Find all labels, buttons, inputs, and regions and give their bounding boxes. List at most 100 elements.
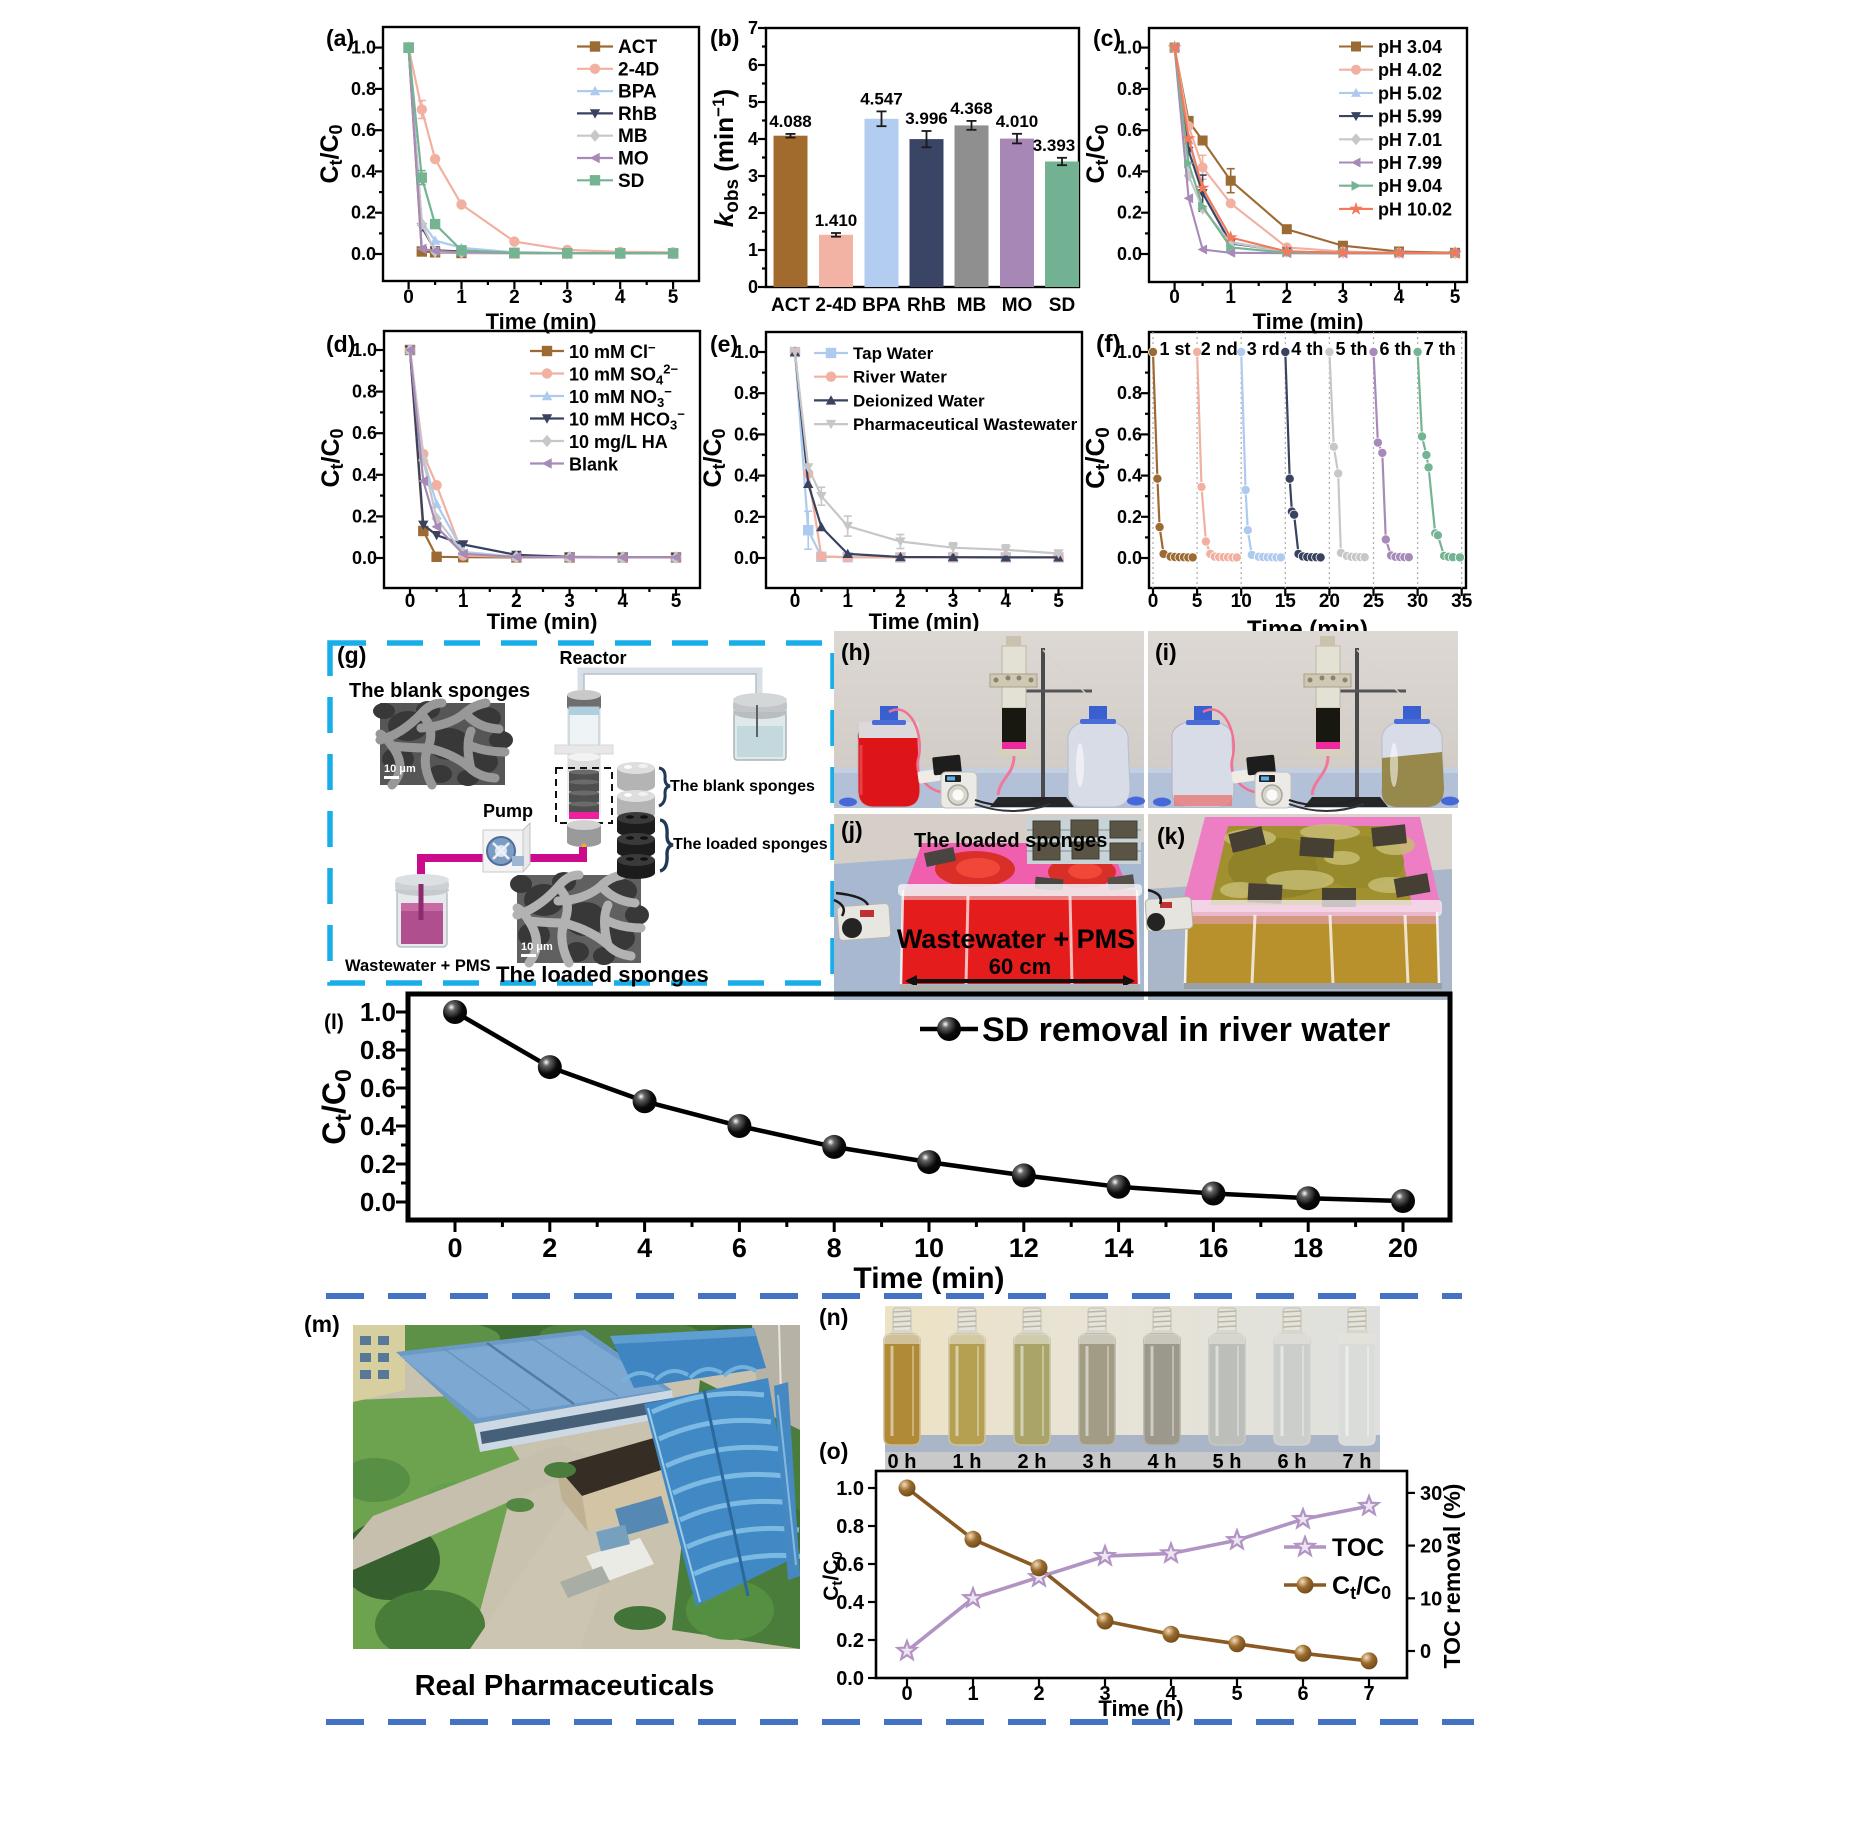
svg-text:0.2: 0.2 xyxy=(360,1149,396,1179)
svg-text:7: 7 xyxy=(1363,1683,1374,1705)
svg-text:RhB: RhB xyxy=(618,104,657,125)
svg-text:18: 18 xyxy=(1293,1233,1323,1263)
svg-text:(j): (j) xyxy=(841,817,863,843)
svg-text:Ct/C0: Ct/C0 xyxy=(317,428,347,487)
svg-text:River Water: River Water xyxy=(853,368,947,387)
svg-text:1: 1 xyxy=(842,591,853,612)
svg-text:(a): (a) xyxy=(326,25,354,51)
svg-text:7 h: 7 h xyxy=(1343,1451,1372,1473)
svg-text:SD: SD xyxy=(1049,295,1075,316)
svg-text:Tap Water: Tap Water xyxy=(853,344,934,363)
svg-text:2-4D: 2-4D xyxy=(618,59,659,80)
svg-text:10 mM HCO3−: 10 mM HCO3− xyxy=(569,407,685,433)
svg-text:0.4: 0.4 xyxy=(360,1111,397,1141)
svg-text:10 mg/L HA: 10 mg/L HA xyxy=(569,432,668,452)
svg-text:20: 20 xyxy=(1388,1233,1418,1263)
svg-text:0.8: 0.8 xyxy=(351,79,376,99)
svg-text:0.6: 0.6 xyxy=(836,1554,864,1576)
svg-text:0.0: 0.0 xyxy=(351,244,376,264)
svg-text:0: 0 xyxy=(447,1233,462,1263)
svg-text:10: 10 xyxy=(1231,591,1252,612)
svg-text:Time (min): Time (min) xyxy=(869,609,980,634)
svg-text:(f): (f) xyxy=(1096,330,1121,358)
svg-text:0.4: 0.4 xyxy=(352,465,377,485)
svg-text:0.8: 0.8 xyxy=(1117,79,1142,99)
svg-text:1 h: 1 h xyxy=(953,1451,982,1473)
svg-text:1.0: 1.0 xyxy=(836,1478,864,1500)
svg-text:6: 6 xyxy=(732,1233,747,1263)
svg-text:0.0: 0.0 xyxy=(1117,244,1142,264)
svg-text:3: 3 xyxy=(748,166,758,186)
svg-text:Time (min): Time (min) xyxy=(1253,309,1364,334)
svg-text:15: 15 xyxy=(1275,591,1297,612)
svg-text:pH 3.04: pH 3.04 xyxy=(1378,37,1442,57)
svg-text:pH 9.04: pH 9.04 xyxy=(1378,176,1442,196)
svg-text:3: 3 xyxy=(562,287,573,308)
svg-text:4 th: 4 th xyxy=(1291,339,1323,359)
svg-text:0.4: 0.4 xyxy=(351,161,376,181)
svg-text:(d): (d) xyxy=(326,331,355,357)
svg-text:(c): (c) xyxy=(1093,25,1121,51)
svg-text:10: 10 xyxy=(1420,1588,1442,1610)
svg-text:0: 0 xyxy=(403,287,414,308)
svg-text:kobs (min−1): kobs (min−1) xyxy=(709,89,743,227)
svg-text:0.0: 0.0 xyxy=(836,1668,864,1690)
svg-text:6: 6 xyxy=(748,55,758,75)
svg-text:4: 4 xyxy=(1165,1683,1177,1705)
svg-text:0.4: 0.4 xyxy=(836,1592,865,1614)
svg-text:(l): (l) xyxy=(324,1011,344,1034)
svg-text:The blank sponges: The blank sponges xyxy=(349,680,530,702)
svg-text:1.0: 1.0 xyxy=(734,342,759,362)
svg-text:1: 1 xyxy=(1225,287,1236,308)
svg-text:5: 5 xyxy=(668,287,679,308)
svg-text:60 cm: 60 cm xyxy=(989,954,1051,979)
svg-text:0.8: 0.8 xyxy=(352,382,377,402)
svg-text:1: 1 xyxy=(458,591,469,612)
svg-text:Deionized Water: Deionized Water xyxy=(853,391,985,410)
svg-text:MO: MO xyxy=(618,149,649,170)
svg-text:4: 4 xyxy=(615,287,626,308)
svg-text:ACT: ACT xyxy=(771,295,810,316)
svg-text:2: 2 xyxy=(895,591,906,612)
svg-text:7 th: 7 th xyxy=(1424,339,1456,359)
svg-text:1.0: 1.0 xyxy=(360,997,396,1027)
svg-text:2: 2 xyxy=(748,203,758,223)
svg-text:Time (h): Time (h) xyxy=(1098,1696,1183,1721)
svg-text:5: 5 xyxy=(1192,591,1203,612)
svg-text:3 h: 3 h xyxy=(1083,1451,1112,1473)
svg-text:1.0: 1.0 xyxy=(1117,342,1142,362)
svg-text:pH 5.02: pH 5.02 xyxy=(1378,83,1442,103)
svg-text:pH 7.99: pH 7.99 xyxy=(1378,153,1442,173)
svg-text:Pump: Pump xyxy=(483,801,533,821)
svg-text:(m): (m) xyxy=(304,1311,340,1337)
svg-text:1: 1 xyxy=(967,1683,978,1705)
svg-text:0: 0 xyxy=(901,1683,912,1705)
svg-text:(o): (o) xyxy=(819,1438,848,1464)
svg-text:pH 7.01: pH 7.01 xyxy=(1378,130,1442,150)
svg-text:(e): (e) xyxy=(710,331,738,357)
svg-text:Time (min): Time (min) xyxy=(853,1262,1004,1295)
svg-text:3: 3 xyxy=(1099,1683,1110,1705)
svg-text:0.8: 0.8 xyxy=(360,1035,396,1065)
svg-text:0.4: 0.4 xyxy=(734,466,759,486)
svg-text:10 mM SO42−: 10 mM SO42− xyxy=(569,362,678,388)
svg-text:8: 8 xyxy=(827,1233,842,1263)
svg-text:(k): (k) xyxy=(1157,823,1185,849)
svg-text:0: 0 xyxy=(748,277,758,297)
svg-text:0: 0 xyxy=(1169,287,1180,308)
svg-text:0.0: 0.0 xyxy=(734,548,759,568)
svg-text:RhB: RhB xyxy=(907,295,946,316)
svg-text:0.4: 0.4 xyxy=(1117,466,1142,486)
svg-text:(g): (g) xyxy=(337,642,366,668)
svg-text:0.6: 0.6 xyxy=(351,120,376,140)
svg-text:5: 5 xyxy=(671,591,682,612)
svg-text:4.368: 4.368 xyxy=(950,99,993,118)
svg-text:4.547: 4.547 xyxy=(860,89,903,108)
svg-text:0.8: 0.8 xyxy=(734,383,759,403)
svg-text:3: 3 xyxy=(948,591,959,612)
svg-text:1.410: 1.410 xyxy=(815,211,858,230)
svg-text:Wastewater + PMS: Wastewater + PMS xyxy=(345,957,491,975)
svg-text:TOC removal (%): TOC removal (%) xyxy=(1439,1484,1465,1669)
svg-text:2: 2 xyxy=(542,1233,557,1263)
svg-text:2: 2 xyxy=(509,287,520,308)
